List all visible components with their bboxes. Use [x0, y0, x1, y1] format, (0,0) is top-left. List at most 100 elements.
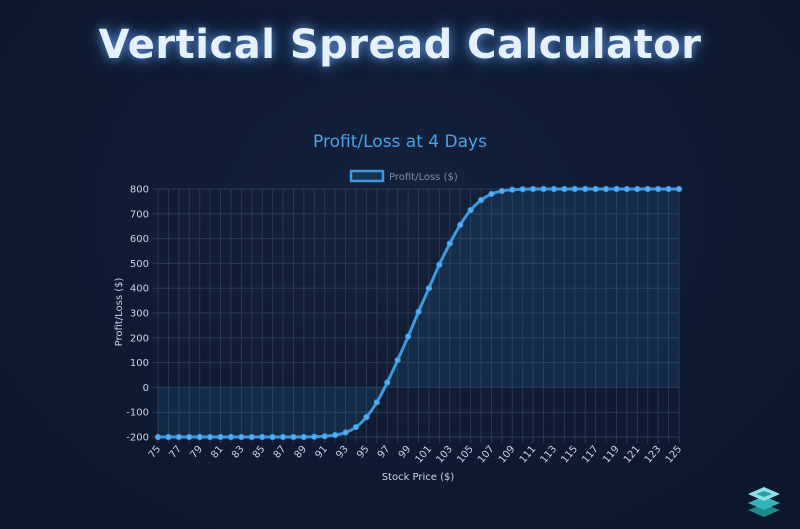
y-axis-ticks: -200 -100 0 100 200 300 400 500 600 700 800	[126, 185, 149, 444]
data-point	[227, 433, 235, 441]
x-tick-label: 121	[622, 444, 643, 466]
data-point	[373, 399, 380, 406]
data-point	[457, 221, 464, 229]
data-point	[154, 433, 162, 441]
y-tick-label: 700	[130, 209, 149, 220]
x-tick-label: 99	[397, 444, 414, 461]
x-tick-label: 103	[434, 444, 455, 466]
data-point	[394, 357, 401, 364]
data-point	[363, 414, 370, 421]
y-tick-label: 800	[130, 185, 149, 196]
x-tick-label: 89	[293, 444, 310, 461]
x-tick-label: 79	[188, 444, 205, 461]
data-point	[509, 186, 516, 193]
data-point	[613, 185, 620, 193]
data-point	[488, 190, 495, 198]
data-point	[332, 431, 339, 439]
data-point	[248, 433, 255, 441]
x-tick-label: 85	[251, 444, 268, 461]
data-point	[436, 261, 443, 268]
chart-legend[interactable]: Profit/Loss ($)	[349, 169, 458, 183]
x-tick-label: 93	[334, 444, 351, 461]
data-point	[175, 433, 182, 441]
x-tick-label: 109	[497, 444, 518, 466]
y-tick-label: 500	[130, 259, 149, 270]
data-point	[207, 433, 214, 441]
data-point	[571, 185, 578, 193]
data-point	[550, 185, 558, 193]
data-point	[644, 185, 651, 193]
x-tick-label: 77	[168, 444, 185, 461]
legend-label: Profit/Loss ($)	[389, 172, 458, 183]
data-point	[415, 308, 422, 315]
x-tick-label: 81	[209, 444, 226, 461]
data-point	[602, 185, 610, 193]
data-point	[321, 433, 328, 440]
data-point	[623, 185, 631, 193]
x-tick-label: 111	[518, 444, 539, 466]
data-point	[467, 206, 474, 214]
data-point	[352, 423, 360, 431]
x-tick-label: 87	[272, 444, 289, 461]
y-tick-label: 600	[130, 234, 149, 245]
x-axis-ticks: 75 77 79 81 83 85 87 89 91 93 95 97 99 101 103 105 107 10…	[147, 444, 685, 466]
data-point	[665, 185, 672, 193]
data-point	[675, 185, 683, 193]
data-point	[592, 185, 599, 193]
data-point	[519, 186, 526, 193]
data-point	[540, 185, 547, 193]
data-point	[279, 433, 287, 441]
data-point	[446, 240, 453, 247]
data-point	[165, 433, 172, 441]
x-tick-label: 101	[414, 444, 435, 466]
data-point	[530, 185, 537, 193]
x-axis-label: Stock Price ($)	[382, 472, 455, 483]
data-point	[634, 185, 641, 193]
data-point	[238, 433, 245, 441]
data-points	[154, 185, 683, 441]
data-point	[342, 429, 349, 436]
data-point	[404, 333, 412, 340]
x-tick-label: 107	[476, 444, 497, 466]
x-tick-label: 91	[313, 444, 330, 461]
x-tick-label: 95	[355, 444, 372, 461]
data-point	[425, 285, 433, 292]
legend-swatch	[349, 169, 385, 183]
data-point	[498, 187, 505, 195]
y-tick-label: 300	[130, 309, 149, 320]
data-point	[186, 433, 193, 441]
data-point	[290, 433, 297, 441]
data-point	[311, 433, 318, 440]
y-tick-label: -200	[126, 433, 149, 444]
data-point	[217, 433, 224, 441]
x-tick-label: 113	[539, 444, 560, 466]
x-tick-label: 75	[147, 444, 164, 461]
y-tick-label: 100	[130, 358, 149, 369]
y-tick-label: 200	[130, 333, 149, 344]
data-point	[582, 185, 589, 193]
y-axis-label: Profit/Loss ($)	[114, 278, 125, 347]
x-tick-label: 117	[580, 444, 601, 466]
x-tick-label: 119	[601, 444, 622, 466]
data-point	[477, 197, 485, 204]
x-tick-label: 83	[230, 444, 247, 461]
data-point	[300, 433, 307, 441]
page-title: Vertical Spread Calculator	[98, 22, 702, 68]
data-point	[259, 433, 266, 441]
x-tick-label: 125	[664, 444, 685, 466]
y-tick-label: 400	[130, 284, 149, 295]
x-tick-label: 97	[376, 444, 393, 461]
data-point	[561, 185, 568, 193]
x-tick-label: 123	[643, 444, 664, 466]
chart-title: Profit/Loss at 4 Days	[313, 132, 487, 152]
data-point	[196, 433, 203, 441]
stacked-layers-logo-icon	[748, 487, 780, 517]
y-tick-label: -100	[126, 408, 149, 419]
data-point	[655, 185, 662, 193]
y-tick-label: 0	[143, 383, 149, 394]
data-point	[384, 379, 391, 386]
x-tick-label: 105	[455, 444, 476, 466]
data-point	[269, 433, 276, 441]
